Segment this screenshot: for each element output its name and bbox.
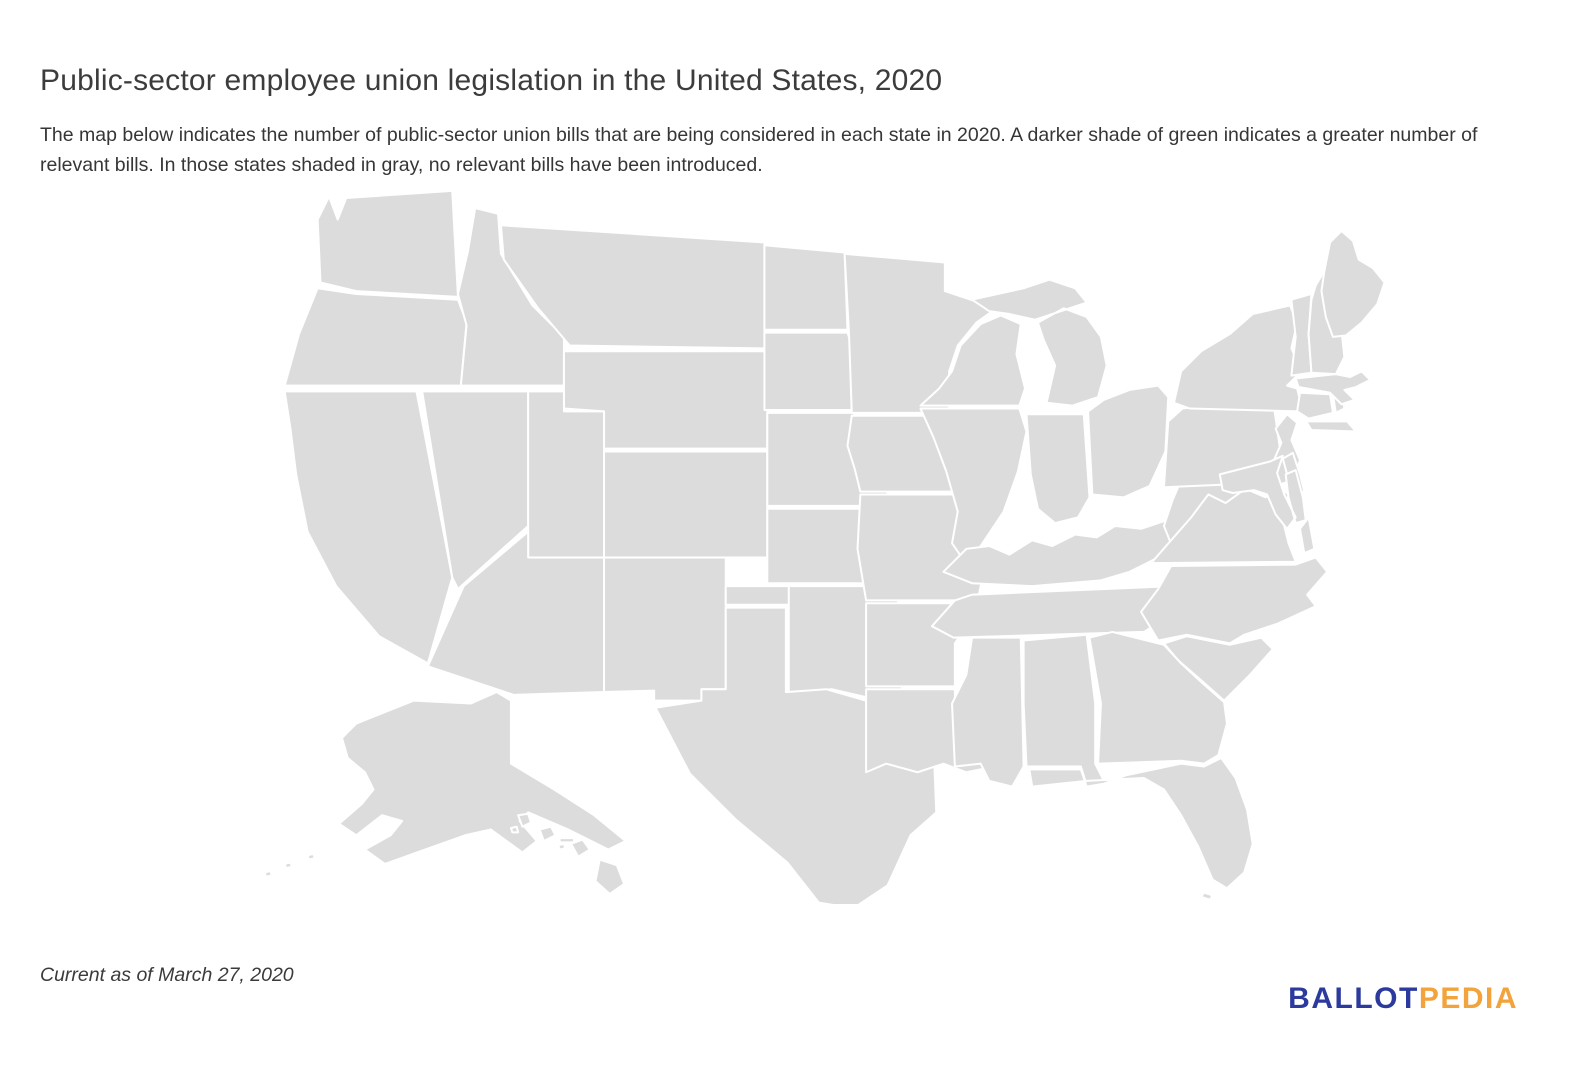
state-WA[interactable] [316, 189, 459, 298]
state-WI[interactable] [919, 314, 1027, 407]
state-NC[interactable] [1140, 556, 1329, 645]
state-OH[interactable] [1087, 384, 1170, 499]
state-TX[interactable] [654, 606, 938, 904]
state-IN[interactable] [1025, 413, 1091, 525]
state-CO[interactable] [603, 450, 769, 559]
state-FL[interactable] [1028, 756, 1254, 901]
state-MA[interactable] [1294, 370, 1372, 406]
state-MT[interactable] [499, 224, 766, 350]
states-group [263, 189, 1386, 904]
logo-text-ballot: BALLOT [1288, 982, 1419, 1015]
map-description: The map below indicates the number of pu… [40, 123, 1478, 176]
state-MI[interactable] [971, 278, 1108, 407]
state-NY[interactable] [1172, 304, 1357, 433]
state-HI[interactable] [509, 812, 626, 895]
state-ME[interactable] [1320, 229, 1386, 338]
state-CA[interactable] [283, 390, 454, 665]
state-CT[interactable] [1296, 391, 1334, 420]
state-MN[interactable] [843, 252, 998, 414]
state-UT[interactable] [527, 390, 606, 559]
state-AL[interactable] [1022, 633, 1105, 787]
state-NM[interactable] [603, 556, 727, 702]
us-choropleth-map [170, 188, 1545, 904]
state-AK[interactable] [263, 691, 627, 878]
state-MS[interactable] [951, 636, 1025, 788]
state-MD[interactable] [1218, 454, 1307, 530]
state-SD[interactable] [763, 331, 855, 411]
state-OR[interactable] [283, 287, 468, 387]
ballotpedia-logo[interactable]: BALLOTPEDIA [1288, 982, 1518, 1016]
state-GA[interactable] [1088, 630, 1228, 765]
us-map-svg [263, 189, 1386, 904]
state-KY[interactable] [942, 519, 1177, 588]
current-as-of-note: Current as of March 27, 2020 [40, 963, 294, 986]
state-NV[interactable] [421, 390, 530, 590]
page-title: Public-sector employee union legislation… [40, 64, 943, 98]
logo-text-pedia: PEDIA [1418, 982, 1518, 1015]
state-ND[interactable] [763, 244, 849, 331]
